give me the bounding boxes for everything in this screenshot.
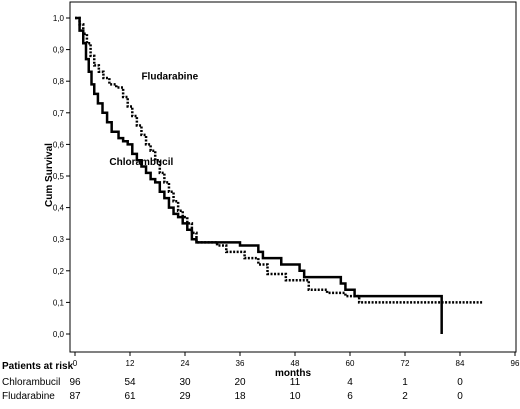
risk-value: 11 — [289, 377, 301, 388]
risk-value: 61 — [124, 391, 136, 402]
x-tick-label: 24 — [181, 359, 190, 368]
series-line-fludarabine — [75, 16, 483, 304]
annotation-chlorambucil: Chlorambucil — [109, 157, 173, 168]
plot-frame — [69, 1, 517, 353]
y-axis-title: Cum Survival — [44, 143, 55, 207]
series-layer — [75, 16, 483, 334]
risk-value: 6 — [347, 391, 353, 402]
x-axis-title: months — [275, 368, 312, 379]
y-tick-label: 0,6 — [53, 140, 65, 149]
x-tick-label: 72 — [401, 359, 410, 368]
y-tick-label: 0,7 — [53, 109, 65, 118]
x-tick-label: 48 — [291, 359, 300, 368]
risk-value: 20 — [234, 377, 246, 388]
y-tick-label: 0,2 — [53, 267, 65, 276]
risk-value: 10 — [289, 391, 301, 402]
x-tick-label: 36 — [236, 359, 245, 368]
risk-value: 29 — [179, 391, 191, 402]
annotation-fludarabine: Fludarabine — [141, 72, 198, 83]
risk-value: 30 — [179, 377, 191, 388]
y-tick-label: 0,0 — [53, 330, 65, 339]
y-tick-label: 0,4 — [53, 204, 65, 213]
x-tick-label: 12 — [126, 359, 135, 368]
risk-table-title: Patients at risk — [2, 361, 74, 372]
y-tick-label: 0,5 — [53, 172, 65, 181]
series-line-chlorambucil — [75, 16, 443, 334]
y-tick-label: 0,3 — [53, 235, 65, 244]
risk-value: 87 — [69, 391, 81, 402]
risk-row-label: Chlorambucil — [2, 377, 61, 388]
y-tick-label: 0,1 — [53, 298, 65, 307]
x-tick-label: 60 — [346, 359, 355, 368]
risk-value: 4 — [347, 377, 353, 388]
x-tick-label: 96 — [511, 359, 520, 368]
risk-value: 2 — [402, 391, 408, 402]
x-tick-label: 0 — [73, 359, 78, 368]
axis-ticks: 0 12 24 36 48 60 72 84 96 0,0 0,1 0,2 0,3 0,4 0,5 0,6 0,… — [53, 14, 520, 368]
risk-value: 18 — [234, 391, 246, 402]
x-tick-label: 84 — [456, 359, 465, 368]
risk-value: 1 — [402, 377, 408, 388]
y-tick-label: 0,8 — [53, 77, 65, 86]
risk-row-label: Fludarabine — [2, 391, 55, 402]
risk-value: 96 — [69, 377, 81, 388]
risk-value: 54 — [124, 377, 136, 388]
risk-value: 0 — [457, 377, 463, 388]
y-tick-label: 0,9 — [53, 46, 65, 55]
risk-value: 0 — [457, 391, 463, 402]
y-tick-label: 1,0 — [53, 14, 65, 23]
